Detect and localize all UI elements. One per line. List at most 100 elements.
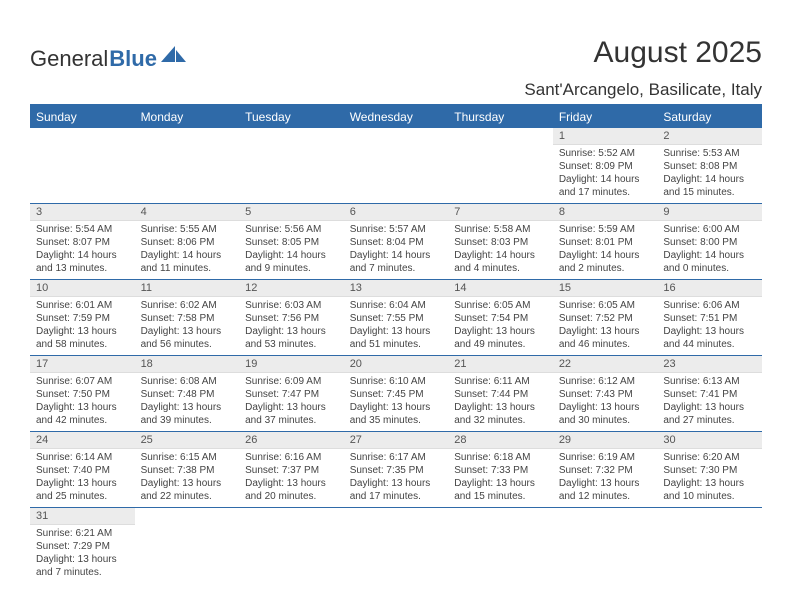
- dayheader-wednesday: Wednesday: [344, 106, 449, 128]
- day-number: 29: [553, 432, 658, 449]
- sunset-text: Sunset: 8:01 PM: [559, 236, 652, 249]
- day-number: 30: [657, 432, 762, 449]
- day-details: Sunrise: 6:04 AMSunset: 7:55 PMDaylight:…: [344, 297, 449, 355]
- day-details: Sunrise: 5:53 AMSunset: 8:08 PMDaylight:…: [657, 145, 762, 203]
- week-row: 3Sunrise: 5:54 AMSunset: 8:07 PMDaylight…: [30, 204, 762, 280]
- daylight-text: Daylight: 14 hours and 9 minutes.: [245, 249, 338, 275]
- daylight-text: Daylight: 14 hours and 7 minutes.: [350, 249, 443, 275]
- day-cell: .: [657, 508, 762, 584]
- dayheader-tuesday: Tuesday: [239, 106, 344, 128]
- sunset-text: Sunset: 7:47 PM: [245, 388, 338, 401]
- day-cell: 7Sunrise: 5:58 AMSunset: 8:03 PMDaylight…: [448, 204, 553, 280]
- day-number: 21: [448, 356, 553, 373]
- sunrise-text: Sunrise: 5:53 AM: [663, 147, 756, 160]
- sunset-text: Sunset: 7:45 PM: [350, 388, 443, 401]
- dayheader-friday: Friday: [553, 106, 658, 128]
- sunrise-text: Sunrise: 6:11 AM: [454, 375, 547, 388]
- day-cell: .: [344, 128, 449, 204]
- day-cell: 3Sunrise: 5:54 AMSunset: 8:07 PMDaylight…: [30, 204, 135, 280]
- sunset-text: Sunset: 8:03 PM: [454, 236, 547, 249]
- sunrise-text: Sunrise: 6:06 AM: [663, 299, 756, 312]
- sunrise-text: Sunrise: 6:10 AM: [350, 375, 443, 388]
- day-details: Sunrise: 6:21 AMSunset: 7:29 PMDaylight:…: [30, 525, 135, 583]
- day-details: Sunrise: 6:01 AMSunset: 7:59 PMDaylight:…: [30, 297, 135, 355]
- sunset-text: Sunset: 8:00 PM: [663, 236, 756, 249]
- sunset-text: Sunset: 7:40 PM: [36, 464, 129, 477]
- sunset-text: Sunset: 7:44 PM: [454, 388, 547, 401]
- day-cell: 11Sunrise: 6:02 AMSunset: 7:58 PMDayligh…: [135, 280, 240, 356]
- day-details: Sunrise: 5:57 AMSunset: 8:04 PMDaylight:…: [344, 221, 449, 279]
- day-details: Sunrise: 5:55 AMSunset: 8:06 PMDaylight:…: [135, 221, 240, 279]
- day-number: 17: [30, 356, 135, 373]
- daylight-text: Daylight: 13 hours and 20 minutes.: [245, 477, 338, 503]
- sunrise-text: Sunrise: 6:08 AM: [141, 375, 234, 388]
- sunrise-text: Sunrise: 5:56 AM: [245, 223, 338, 236]
- sunset-text: Sunset: 7:29 PM: [36, 540, 129, 553]
- day-number: 5: [239, 204, 344, 221]
- week-row: .....1Sunrise: 5:52 AMSunset: 8:09 PMDay…: [30, 128, 762, 204]
- day-number: 16: [657, 280, 762, 297]
- dayheader-saturday: Saturday: [657, 106, 762, 128]
- header: GeneralBlue August 2025: [30, 36, 762, 72]
- sunrise-text: Sunrise: 6:15 AM: [141, 451, 234, 464]
- day-cell: 23Sunrise: 6:13 AMSunset: 7:41 PMDayligh…: [657, 356, 762, 432]
- sunset-text: Sunset: 7:55 PM: [350, 312, 443, 325]
- day-cell: .: [344, 508, 449, 584]
- day-details: Sunrise: 6:06 AMSunset: 7:51 PMDaylight:…: [657, 297, 762, 355]
- week-row: 31Sunrise: 6:21 AMSunset: 7:29 PMDayligh…: [30, 508, 762, 584]
- daylight-text: Daylight: 13 hours and 7 minutes.: [36, 553, 129, 579]
- daylight-text: Daylight: 13 hours and 15 minutes.: [454, 477, 547, 503]
- day-cell: .: [448, 128, 553, 204]
- day-details: Sunrise: 6:13 AMSunset: 7:41 PMDaylight:…: [657, 373, 762, 431]
- daylight-text: Daylight: 14 hours and 17 minutes.: [559, 173, 652, 199]
- brand-logo: GeneralBlue: [30, 46, 187, 72]
- day-number: 2: [657, 128, 762, 145]
- day-number: 19: [239, 356, 344, 373]
- day-cell: .: [239, 128, 344, 204]
- day-number: 15: [553, 280, 658, 297]
- day-details: Sunrise: 5:52 AMSunset: 8:09 PMDaylight:…: [553, 145, 658, 203]
- day-cell: 15Sunrise: 6:05 AMSunset: 7:52 PMDayligh…: [553, 280, 658, 356]
- daylight-text: Daylight: 13 hours and 58 minutes.: [36, 325, 129, 351]
- day-number: 10: [30, 280, 135, 297]
- sunrise-text: Sunrise: 6:00 AM: [663, 223, 756, 236]
- sunrise-text: Sunrise: 5:59 AM: [559, 223, 652, 236]
- daylight-text: Daylight: 13 hours and 30 minutes.: [559, 401, 652, 427]
- day-number: 1: [553, 128, 658, 145]
- sunset-text: Sunset: 7:32 PM: [559, 464, 652, 477]
- day-number: 22: [553, 356, 658, 373]
- day-number: 28: [448, 432, 553, 449]
- day-number: 23: [657, 356, 762, 373]
- day-cell: 5Sunrise: 5:56 AMSunset: 8:05 PMDaylight…: [239, 204, 344, 280]
- day-cell: .: [135, 508, 240, 584]
- day-cell: .: [135, 128, 240, 204]
- day-details: Sunrise: 6:03 AMSunset: 7:56 PMDaylight:…: [239, 297, 344, 355]
- day-cell: 16Sunrise: 6:06 AMSunset: 7:51 PMDayligh…: [657, 280, 762, 356]
- sunset-text: Sunset: 8:08 PM: [663, 160, 756, 173]
- day-details: Sunrise: 5:54 AMSunset: 8:07 PMDaylight:…: [30, 221, 135, 279]
- day-cell: 27Sunrise: 6:17 AMSunset: 7:35 PMDayligh…: [344, 432, 449, 508]
- sunset-text: Sunset: 8:06 PM: [141, 236, 234, 249]
- day-details: Sunrise: 6:20 AMSunset: 7:30 PMDaylight:…: [657, 449, 762, 507]
- daylight-text: Daylight: 13 hours and 39 minutes.: [141, 401, 234, 427]
- day-details: Sunrise: 6:08 AMSunset: 7:48 PMDaylight:…: [135, 373, 240, 431]
- daylight-text: Daylight: 13 hours and 37 minutes.: [245, 401, 338, 427]
- brand-part2: Blue: [109, 46, 157, 72]
- daylight-text: Daylight: 13 hours and 44 minutes.: [663, 325, 756, 351]
- day-cell: 20Sunrise: 6:10 AMSunset: 7:45 PMDayligh…: [344, 356, 449, 432]
- daylight-text: Daylight: 13 hours and 56 minutes.: [141, 325, 234, 351]
- day-cell: 12Sunrise: 6:03 AMSunset: 7:56 PMDayligh…: [239, 280, 344, 356]
- day-cell: 10Sunrise: 6:01 AMSunset: 7:59 PMDayligh…: [30, 280, 135, 356]
- day-cell: 8Sunrise: 5:59 AMSunset: 8:01 PMDaylight…: [553, 204, 658, 280]
- brand-part1: General: [30, 46, 108, 72]
- day-cell: 22Sunrise: 6:12 AMSunset: 7:43 PMDayligh…: [553, 356, 658, 432]
- sunset-text: Sunset: 7:50 PM: [36, 388, 129, 401]
- sunset-text: Sunset: 8:09 PM: [559, 160, 652, 173]
- sunrise-text: Sunrise: 6:09 AM: [245, 375, 338, 388]
- day-number: 3: [30, 204, 135, 221]
- day-cell: .: [239, 508, 344, 584]
- sunrise-text: Sunrise: 6:19 AM: [559, 451, 652, 464]
- daylight-text: Daylight: 14 hours and 13 minutes.: [36, 249, 129, 275]
- day-details: Sunrise: 6:17 AMSunset: 7:35 PMDaylight:…: [344, 449, 449, 507]
- day-details: Sunrise: 6:02 AMSunset: 7:58 PMDaylight:…: [135, 297, 240, 355]
